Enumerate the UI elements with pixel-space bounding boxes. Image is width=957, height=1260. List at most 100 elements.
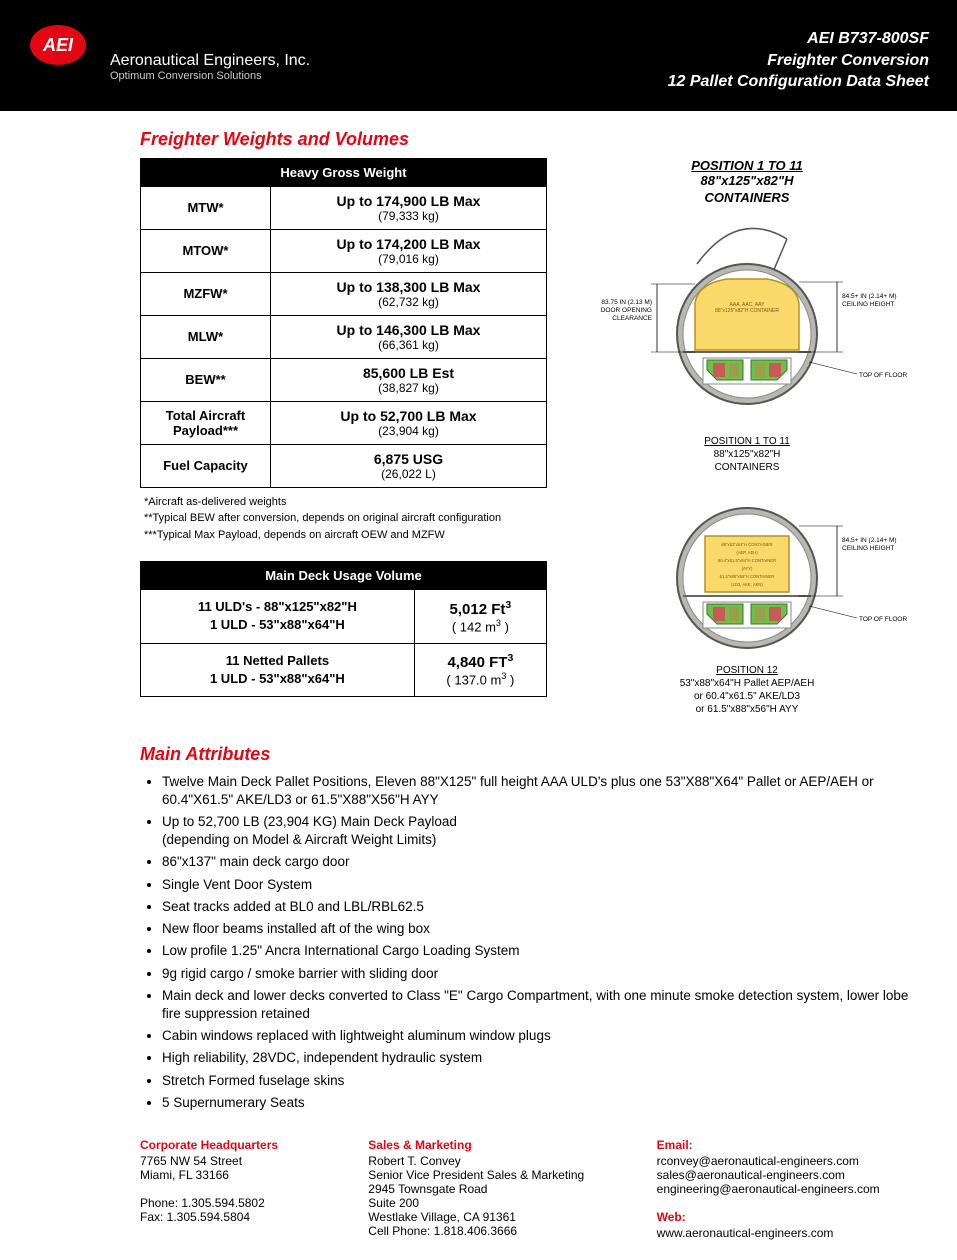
note-3: ***Typical Max Payload, depends on aircr…	[144, 527, 547, 544]
company-tagline: Optimum Conversion Solutions	[110, 70, 310, 82]
volume-table: Main Deck Usage Volume 11 ULD's - 88"x12…	[140, 561, 547, 697]
vol-value: 4,840 FT3( 137.0 m3 )	[414, 643, 546, 696]
weights-title: Freighter Weights and Volumes	[140, 129, 917, 150]
diagram-subtitle: 88"x125"x82"H CONTAINERS	[577, 173, 917, 207]
header-left: AEI Aeronautical Engineers, Inc. Optimum…	[28, 22, 310, 82]
sales-title: Sales & Marketing	[368, 1138, 628, 1152]
svg-text:TOP OF FLOOR: TOP OF FLOOR	[859, 372, 907, 379]
logo-text: AEI	[42, 35, 74, 55]
left-column: Heavy Gross Weight MTW* Up to 174,900 LB…	[140, 158, 547, 730]
list-item: Single Vent Door System	[162, 876, 917, 894]
row-label: BEW**	[141, 358, 271, 401]
table-row: MLW* Up to 146,300 LB Max(66,361 kg)	[141, 315, 547, 358]
list-item: Cabin windows replaced with lightweight …	[162, 1027, 917, 1045]
footer-hq: Corporate Headquarters 7765 NW 54 Street…	[140, 1138, 340, 1240]
email-3: engineering@aeronautical-engineers.com	[657, 1182, 917, 1196]
cross-section-1-icon: AAA, AAC, AAY88"x125"x82"H CONTAINER83.7…	[577, 219, 917, 429]
diagram-caption-2: POSITION 12 53"x88"x64"H Pallet AEP/AEH …	[577, 664, 917, 716]
sales-role: Senior Vice President Sales & Marketing	[368, 1168, 628, 1182]
table-row: 11 ULD's - 88"x125"x82"H1 ULD - 53"x88"x…	[141, 590, 547, 643]
hq-title: Corporate Headquarters	[140, 1138, 340, 1152]
table-row: 11 Netted Pallets1 ULD - 53"x88"x64"H 4,…	[141, 643, 547, 696]
table-row: MTW* Up to 174,900 LB Max(79,333 kg)	[141, 186, 547, 229]
web-title: Web:	[657, 1210, 917, 1224]
email-1: rconvey@aeronautical-engineers.com	[657, 1154, 917, 1168]
header-title: AEI B737-800SF Freighter Conversion 12 P…	[668, 28, 929, 93]
list-item: 9g rigid cargo / smoke barrier with slid…	[162, 965, 917, 983]
list-item: High reliability, 28VDC, independent hyd…	[162, 1049, 917, 1067]
page-header: AEI Aeronautical Engineers, Inc. Optimum…	[0, 0, 957, 111]
email-2: sales@aeronautical-engineers.com	[657, 1168, 917, 1182]
title-line-3: 12 Pallet Configuration Data Sheet	[668, 71, 929, 93]
caption1-body: 88"x125"x82"H CONTAINERS	[714, 449, 781, 473]
footer-sales: Sales & Marketing Robert T. Convey Senio…	[368, 1138, 628, 1240]
row-value: 6,875 USG(26,022 L)	[271, 444, 547, 487]
company-name: Aeronautical Engineers, Inc.	[110, 52, 310, 70]
sales-addr2: Suite 200	[368, 1196, 628, 1210]
list-item: New floor beams installed aft of the win…	[162, 920, 917, 938]
table-row: MZFW* Up to 138,300 LB Max(62,732 kg)	[141, 272, 547, 315]
vol-value: 5,012 Ft3( 142 m3 )	[414, 590, 546, 643]
list-item: Main deck and lower decks converted to C…	[162, 987, 917, 1023]
svg-text:83.75 IN (2.13 M): 83.75 IN (2.13 M)	[601, 299, 652, 306]
table-row: MTOW* Up to 174,200 LB Max(79,016 kg)	[141, 229, 547, 272]
hq-addr2: Miami, FL 33166	[140, 1168, 340, 1182]
web-url: www.aeronautical-engineers.com	[657, 1226, 917, 1240]
hq-addr1: 7765 NW 54 Street	[140, 1154, 340, 1168]
row-value: Up to 146,300 LB Max(66,361 kg)	[271, 315, 547, 358]
svg-text:CEILING HEIGHT: CEILING HEIGHT	[842, 301, 894, 308]
svg-text:DOOR OPENING: DOOR OPENING	[601, 307, 652, 314]
table-row: Fuel Capacity 6,875 USG(26,022 L)	[141, 444, 547, 487]
weights-notes: *Aircraft as-delivered weights **Typical…	[144, 494, 547, 544]
row-label: MLW*	[141, 315, 271, 358]
note-1: *Aircraft as-delivered weights	[144, 494, 547, 511]
attributes-title: Main Attributes	[140, 744, 917, 765]
list-item: Seat tracks added at BL0 and LBL/RBL62.5	[162, 898, 917, 916]
hq-fax: Fax: 1.305.594.5804	[140, 1210, 340, 1224]
weights-table: Heavy Gross Weight MTW* Up to 174,900 LB…	[140, 158, 547, 488]
svg-text:(AEP, AEH): (AEP, AEH)	[736, 550, 758, 555]
table-row: BEW** 85,600 LB Est(38,827 kg)	[141, 358, 547, 401]
attributes-section: Main Attributes Twelve Main Deck Pallet …	[140, 744, 917, 1113]
logo-icon: AEI	[28, 22, 96, 68]
page-body: Freighter Weights and Volumes Heavy Gros…	[0, 111, 957, 1260]
row-label: Total Aircraft Payload***	[141, 401, 271, 444]
svg-text:CEILING HEIGHT: CEILING HEIGHT	[842, 545, 894, 552]
title-line-1: AEI B737-800SF	[668, 28, 929, 50]
footer-email: Email: rconvey@aeronautical-engineers.co…	[657, 1138, 917, 1240]
email-title: Email:	[657, 1138, 917, 1152]
vol-desc: 11 Netted Pallets1 ULD - 53"x88"x64"H	[141, 643, 415, 696]
sales-name: Robert T. Convey	[368, 1154, 628, 1168]
diagram-caption-1: POSITION 1 TO 11 88"x125"x82"H CONTAINER…	[577, 435, 917, 474]
row-value: Up to 138,300 LB Max(62,732 kg)	[271, 272, 547, 315]
table-row: Total Aircraft Payload*** Up to 52,700 L…	[141, 401, 547, 444]
row-value: Up to 174,200 LB Max(79,016 kg)	[271, 229, 547, 272]
attributes-list: Twelve Main Deck Pallet Positions, Eleve…	[162, 773, 917, 1113]
sales-addr1: 2945 Townsgate Road	[368, 1182, 628, 1196]
weights-table-header: Heavy Gross Weight	[141, 158, 547, 186]
svg-text:84.5+ IN (2.14+ M): 84.5+ IN (2.14+ M)	[842, 293, 897, 300]
row-label: Fuel Capacity	[141, 444, 271, 487]
volume-header: Main Deck Usage Volume	[141, 562, 547, 590]
diagram-title: POSITION 1 TO 11	[577, 158, 917, 173]
svg-text:CLEARANCE: CLEARANCE	[612, 315, 652, 322]
list-item: Twelve Main Deck Pallet Positions, Eleve…	[162, 773, 917, 809]
caption2-title: POSITION 12	[716, 665, 778, 676]
footer: Corporate Headquarters 7765 NW 54 Street…	[140, 1138, 917, 1240]
list-item: Low profile 1.25" Ancra International Ca…	[162, 942, 917, 960]
caption1-title: POSITION 1 TO 11	[704, 436, 790, 447]
sales-addr3: Westlake Village, CA 91361	[368, 1210, 628, 1224]
svg-text:61.5"x88"x56"H CONTAINER: 61.5"x88"x56"H CONTAINER	[720, 574, 775, 579]
vol-desc: 11 ULD's - 88"x125"x82"H1 ULD - 53"x88"x…	[141, 590, 415, 643]
cross-section-2-icon: 88"x53"x64"H CONTAINER(AEP, AEH)60.4"x61…	[577, 488, 917, 658]
row-label: MTW*	[141, 186, 271, 229]
svg-text:(LD3, AKE, AKN): (LD3, AKE, AKN)	[731, 582, 763, 587]
svg-text:84.5+ IN (2.14+ M): 84.5+ IN (2.14+ M)	[842, 537, 897, 544]
row-value: Up to 174,900 LB Max(79,333 kg)	[271, 186, 547, 229]
row-label: MTOW*	[141, 229, 271, 272]
title-line-2: Freighter Conversion	[668, 50, 929, 72]
svg-text:(AYY): (AYY)	[742, 566, 753, 571]
row-value: Up to 52,700 LB Max(23,904 kg)	[271, 401, 547, 444]
list-item: Stretch Formed fuselage skins	[162, 1072, 917, 1090]
svg-text:TOP OF FLOOR: TOP OF FLOOR	[859, 616, 907, 623]
